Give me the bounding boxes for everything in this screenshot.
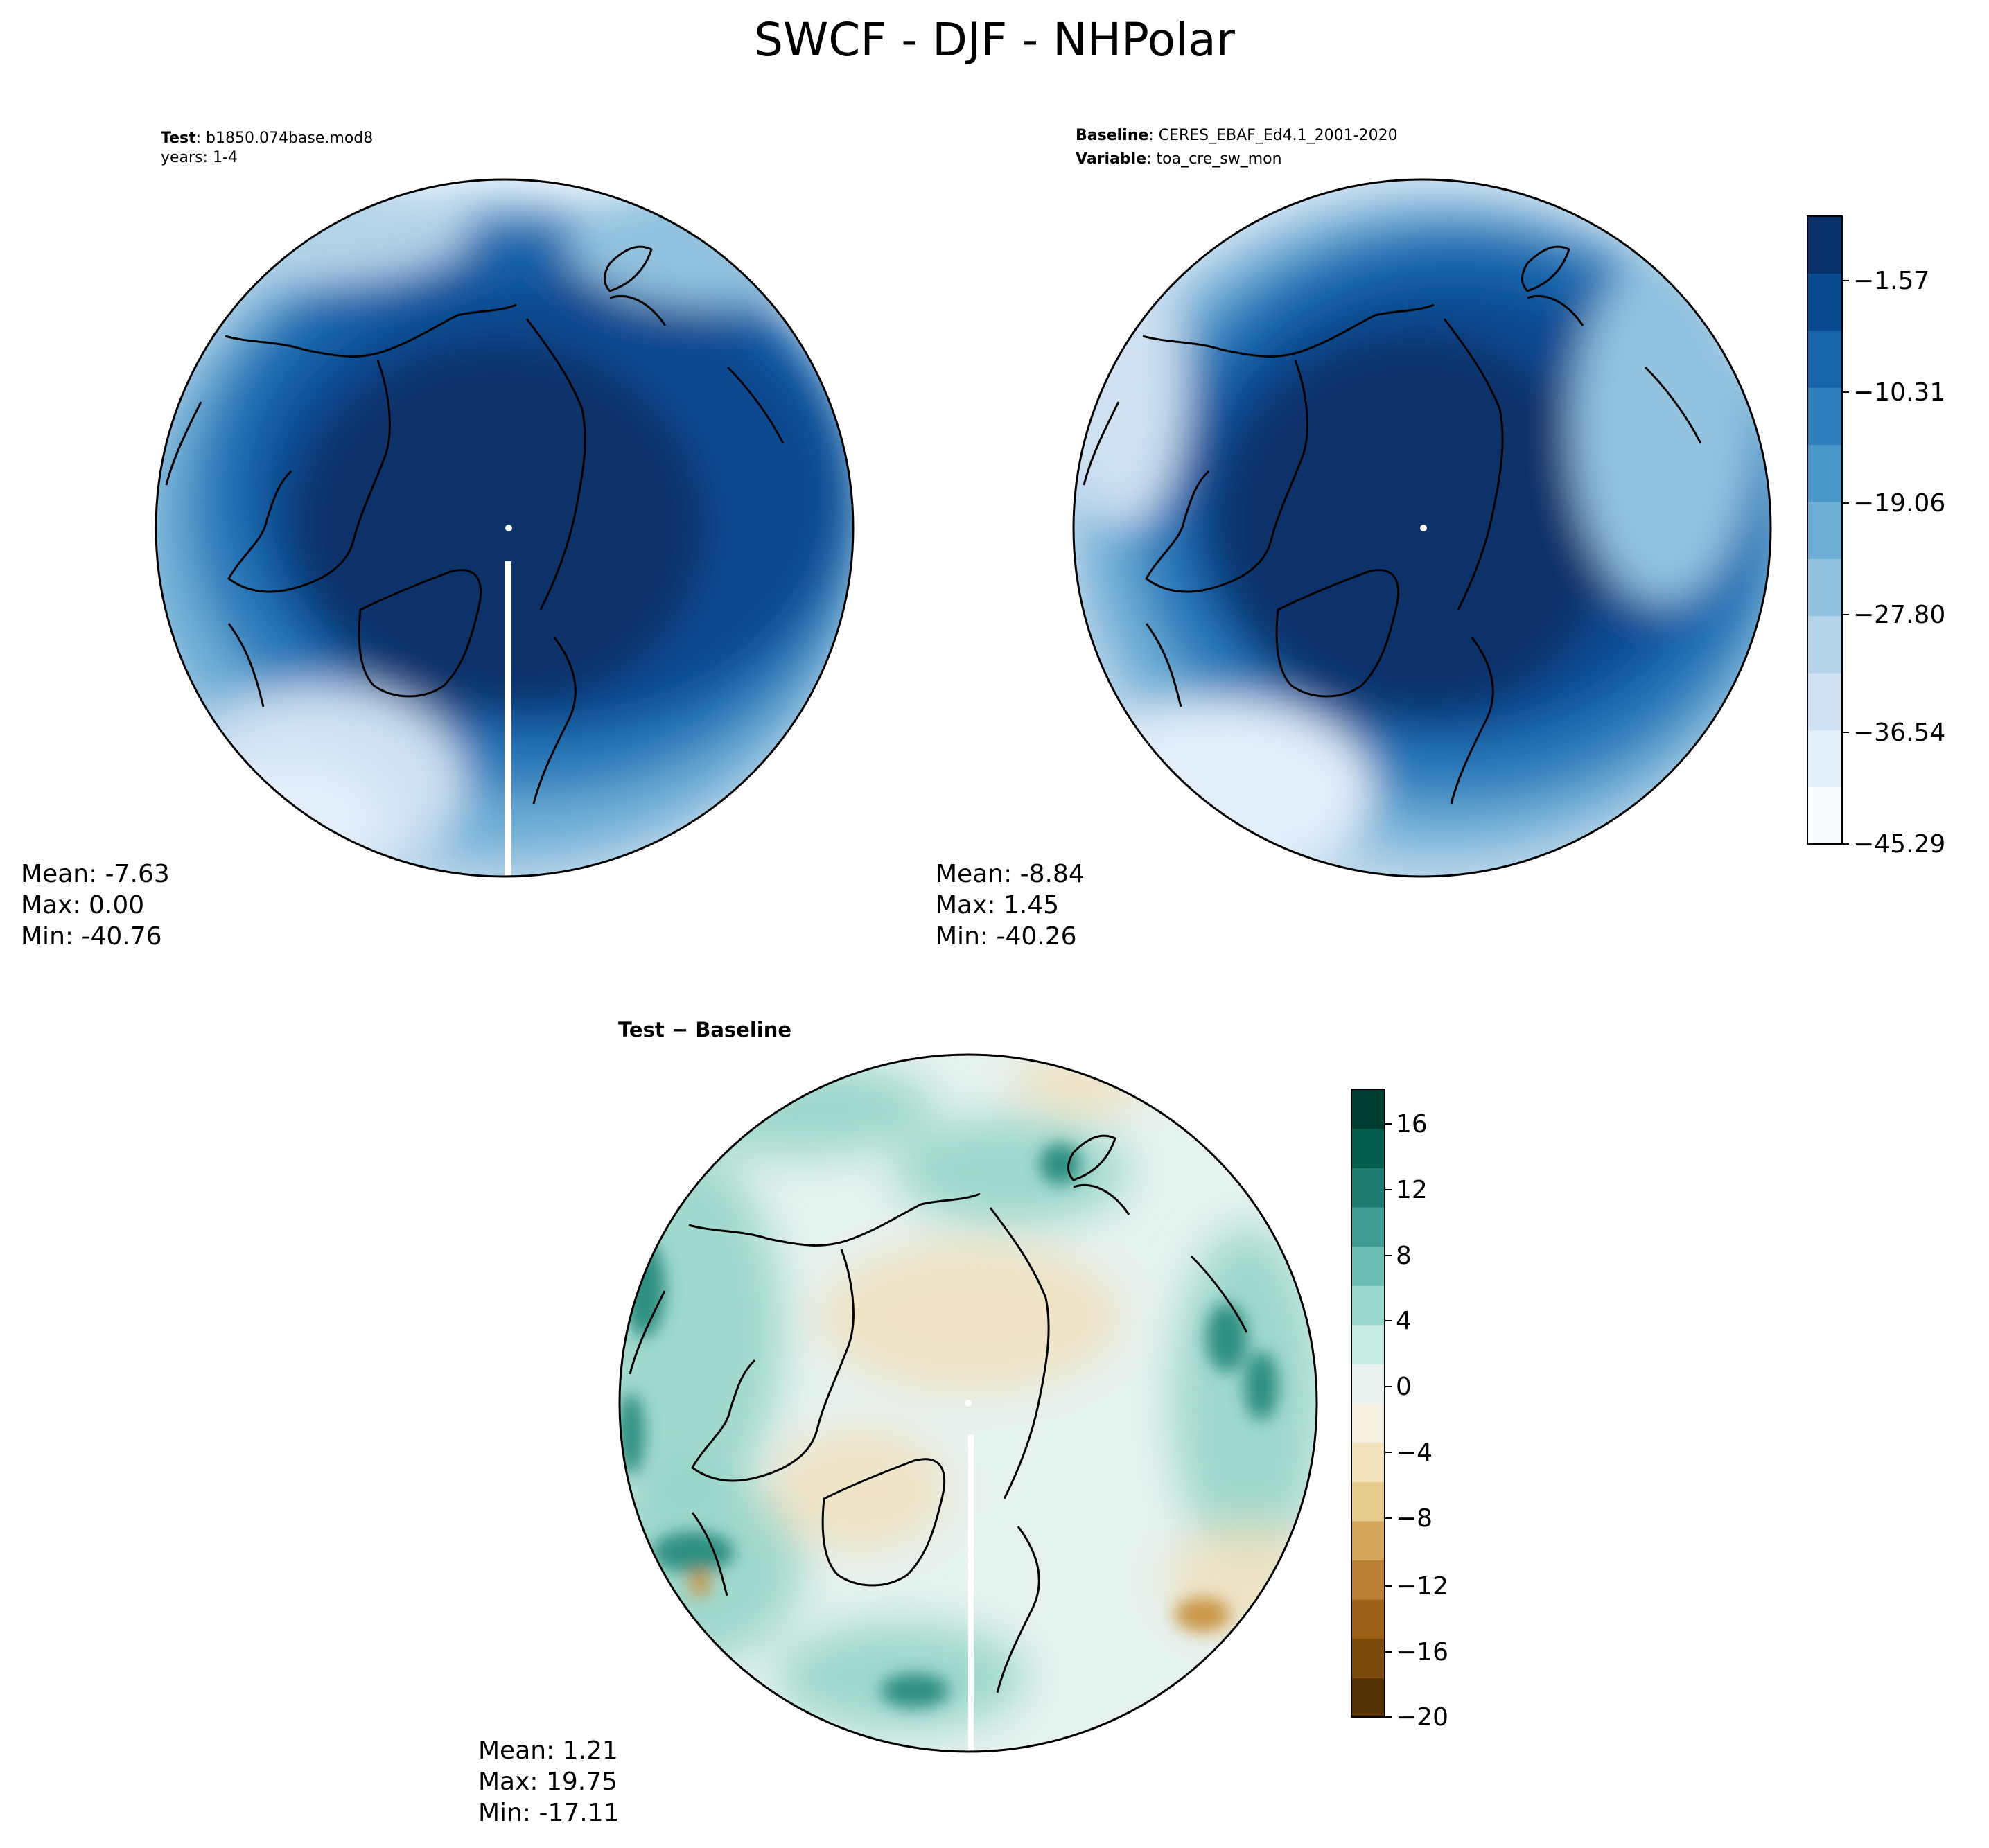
main-colorbar-tick-label: −45.29 bbox=[1853, 830, 1945, 859]
diff-colorbar-tick-label: −4 bbox=[1396, 1438, 1432, 1467]
diff-colorbar-tick-label: 8 bbox=[1396, 1242, 1412, 1270]
baseline-map bbox=[1074, 179, 1771, 877]
diff-colorbar-swatch bbox=[1351, 1324, 1385, 1364]
diff-map-boundary bbox=[618, 1053, 1318, 1753]
diff-stat-max: Max: 19.75 bbox=[478, 1768, 617, 1796]
main-colorbar: −1.57 −10.31 −19.06 −27.80 −36.54 −45.29 bbox=[1807, 215, 1945, 859]
baseline-map-boundary bbox=[1072, 178, 1772, 878]
test-map-boundary bbox=[155, 178, 855, 878]
diff-colorbar-swatch bbox=[1351, 1285, 1385, 1326]
baseline-panel: Baseline: CERES_EBAF_Ed4.1_2001-2020 Var… bbox=[936, 127, 1772, 951]
diff-colorbar-swatch bbox=[1351, 1481, 1385, 1522]
main-colorbar-swatch bbox=[1807, 387, 1842, 446]
test-stat-mean: Mean: -7.63 bbox=[21, 860, 170, 888]
diff-colorbar-tick-label: −12 bbox=[1396, 1572, 1448, 1601]
diff-colorbar-tick-label: −16 bbox=[1396, 1638, 1448, 1666]
baseline-variable-rest: : toa_cre_sw_mon bbox=[1146, 150, 1281, 168]
diff-colorbar-swatch bbox=[1351, 1678, 1385, 1718]
diff-colorbar-swatch bbox=[1351, 1560, 1385, 1600]
baseline-stat-mean: Mean: -8.84 bbox=[936, 860, 1085, 888]
diff-panel-label: Test − Baseline bbox=[618, 1018, 791, 1041]
baseline-stat-max: Max: 1.45 bbox=[936, 891, 1059, 919]
test-panel-years: years: 1-4 bbox=[161, 149, 238, 166]
diff-stat-min: Min: -17.11 bbox=[478, 1799, 620, 1827]
diff-colorbar-frame bbox=[1351, 1089, 1385, 1718]
diff-colorbar-tick-label: 12 bbox=[1396, 1176, 1428, 1204]
diff-map bbox=[620, 1055, 1317, 1752]
baseline-stat-min: Min: -40.26 bbox=[936, 922, 1077, 951]
main-colorbar-swatch bbox=[1807, 558, 1842, 617]
baseline-label-bold: Baseline bbox=[1076, 127, 1148, 144]
diff-colorbar-swatch bbox=[1351, 1442, 1385, 1482]
diff-colorbar-swatch bbox=[1351, 1246, 1385, 1286]
main-colorbar-frame bbox=[1807, 215, 1843, 845]
baseline-panel-variable: Variable: toa_cre_sw_mon bbox=[1076, 150, 1282, 168]
baseline-variable-bold: Variable bbox=[1076, 150, 1146, 168]
diff-colorbar-tick-label: −8 bbox=[1396, 1504, 1432, 1533]
diff-colorbar: 16 12 8 4 0 −4 −8 −12 −16 −20 bbox=[1351, 1089, 1448, 1732]
test-map bbox=[156, 179, 853, 877]
main-colorbar-swatch bbox=[1807, 444, 1842, 502]
main-colorbar-tick-label: −27.80 bbox=[1853, 601, 1945, 629]
diff-colorbar-swatch bbox=[1351, 1089, 1385, 1129]
main-colorbar-swatch bbox=[1807, 330, 1842, 388]
diff-colorbar-swatch bbox=[1351, 1364, 1385, 1404]
test-label-bold: Test bbox=[161, 130, 196, 147]
baseline-label-rest: : CERES_EBAF_Ed4.1_2001-2020 bbox=[1148, 127, 1397, 144]
main-colorbar-swatch bbox=[1807, 786, 1842, 845]
test-panel-label: Test: b1850.074base.mod8 bbox=[161, 130, 373, 147]
test-panel: Test: b1850.074base.mod8 years: 1-4 bbox=[21, 130, 855, 951]
test-label-rest: : b1850.074base.mod8 bbox=[196, 130, 374, 147]
diff-colorbar-swatch bbox=[1351, 1168, 1385, 1208]
diff-colorbar-swatch bbox=[1351, 1599, 1385, 1639]
diff-colorbar-tick-label: 0 bbox=[1396, 1373, 1412, 1401]
test-stat-max: Max: 0.00 bbox=[21, 891, 144, 919]
main-colorbar-tick-label: −36.54 bbox=[1853, 719, 1945, 747]
main-colorbar-swatch bbox=[1807, 730, 1842, 788]
diff-colorbar-swatch bbox=[1351, 1520, 1385, 1561]
test-stat-min: Min: -40.76 bbox=[21, 922, 162, 951]
diff-colorbar-swatch bbox=[1351, 1206, 1385, 1247]
figure-title: SWCF - DJF - NHPolar bbox=[754, 13, 1236, 67]
diff-colorbar-swatch bbox=[1351, 1638, 1385, 1678]
main-colorbar-swatch bbox=[1807, 273, 1842, 331]
main-colorbar-swatch bbox=[1807, 672, 1842, 730]
diff-colorbar-tick-label: 16 bbox=[1396, 1110, 1428, 1138]
main-colorbar-swatch bbox=[1807, 615, 1842, 674]
diff-colorbar-swatch bbox=[1351, 1128, 1385, 1168]
diff-colorbar-tick-label: −20 bbox=[1396, 1703, 1448, 1732]
baseline-panel-label: Baseline: CERES_EBAF_Ed4.1_2001-2020 bbox=[1076, 127, 1398, 144]
main-colorbar-swatch bbox=[1807, 501, 1842, 559]
main-colorbar-tick-label: −10.31 bbox=[1853, 378, 1945, 407]
main-colorbar-tick-label: −19.06 bbox=[1853, 489, 1945, 518]
diff-colorbar-tick-label: 4 bbox=[1396, 1307, 1412, 1335]
diff-panel: Test − Baseline bbox=[478, 1018, 1318, 1827]
main-colorbar-tick-label: −1.57 bbox=[1853, 267, 1929, 295]
diff-colorbar-swatch bbox=[1351, 1403, 1385, 1443]
main-colorbar-swatch bbox=[1807, 216, 1842, 274]
diff-stat-mean: Mean: 1.21 bbox=[478, 1736, 618, 1765]
